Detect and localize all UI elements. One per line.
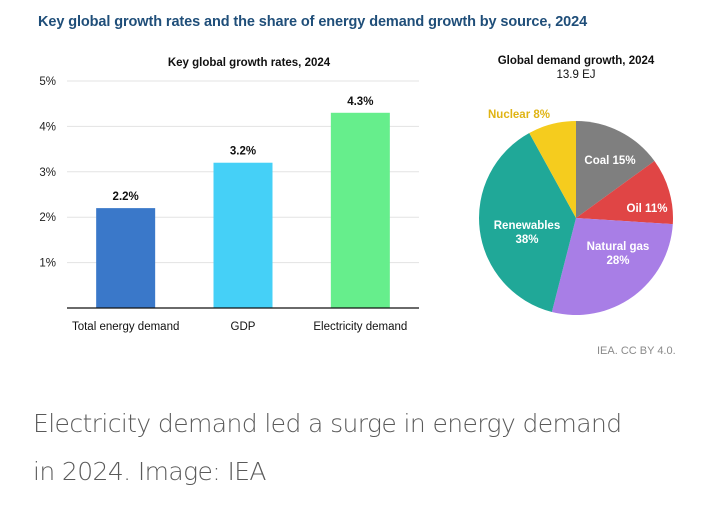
pie-slice-coal [576, 121, 655, 218]
pie-chart: Global demand growth, 2024 13.9 EJ Coal 15… [479, 55, 673, 315]
pie-slice-nuclear [529, 121, 576, 218]
caption-line-2: in 2024. Image: IEA [33, 457, 267, 486]
x-tick-label: GDP [231, 321, 256, 333]
bar-data-label: 2.2% [113, 191, 139, 203]
pie-chart-title: Global demand growth, 2024 [498, 55, 655, 67]
pie-label-line: Natural gas [587, 241, 650, 253]
bar-electricity-demand [330, 112, 390, 308]
caption-line-1: Electricity demand led a surge in energy… [33, 409, 622, 438]
image-caption: Electricity demand led a surge in energy… [33, 400, 703, 496]
bar-data-label: 3.2% [230, 146, 256, 158]
pie-label-oil: Oil 11% [627, 203, 668, 215]
y-tick-label: 4% [39, 121, 56, 133]
bar-chart: Key global growth rates, 2024 1% 2% 3% 4% 5% 2… [39, 57, 419, 333]
pie-chart-subtitle: 13.9 EJ [557, 69, 596, 81]
pie-label-coal: Coal 15% [584, 155, 635, 167]
pie-label-natural-gas: Natural gas 28% [587, 241, 650, 267]
bar-chart-title: Key global growth rates, 2024 [168, 57, 331, 69]
pie-label-line: Oil 11% [627, 203, 668, 215]
pie-slice-renewables [479, 132, 576, 312]
pie-label-nuclear: Nuclear 8% [488, 109, 550, 121]
y-tick-label: 3% [39, 167, 56, 179]
bar-total-energy-demand [96, 208, 156, 308]
y-tick-label: 5% [39, 76, 56, 88]
pie-label-line: Nuclear 8% [488, 109, 550, 121]
y-tick-label: 1% [39, 258, 56, 270]
figure-title: Key global growth rates and the share of… [38, 14, 588, 30]
x-tick-label: Total energy demand [72, 321, 179, 333]
source-credit: IEA. CC BY 4.0. [597, 345, 676, 357]
pie-label-line: Coal 15% [584, 155, 635, 167]
pie-label-line: Renewables [494, 220, 560, 232]
pie-slice-natural-gas [551, 218, 673, 315]
x-tick-label: Electricity demand [313, 321, 407, 333]
pie-label-line: 38% [515, 234, 538, 246]
bar-data-label: 4.3% [347, 96, 373, 108]
pie-label-renewables: Renewables 38% [494, 220, 560, 246]
pie-label-line: 28% [606, 255, 629, 267]
pie-slice-oil [576, 160, 673, 225]
bar-gdp [213, 162, 273, 308]
y-tick-label: 2% [39, 212, 56, 224]
